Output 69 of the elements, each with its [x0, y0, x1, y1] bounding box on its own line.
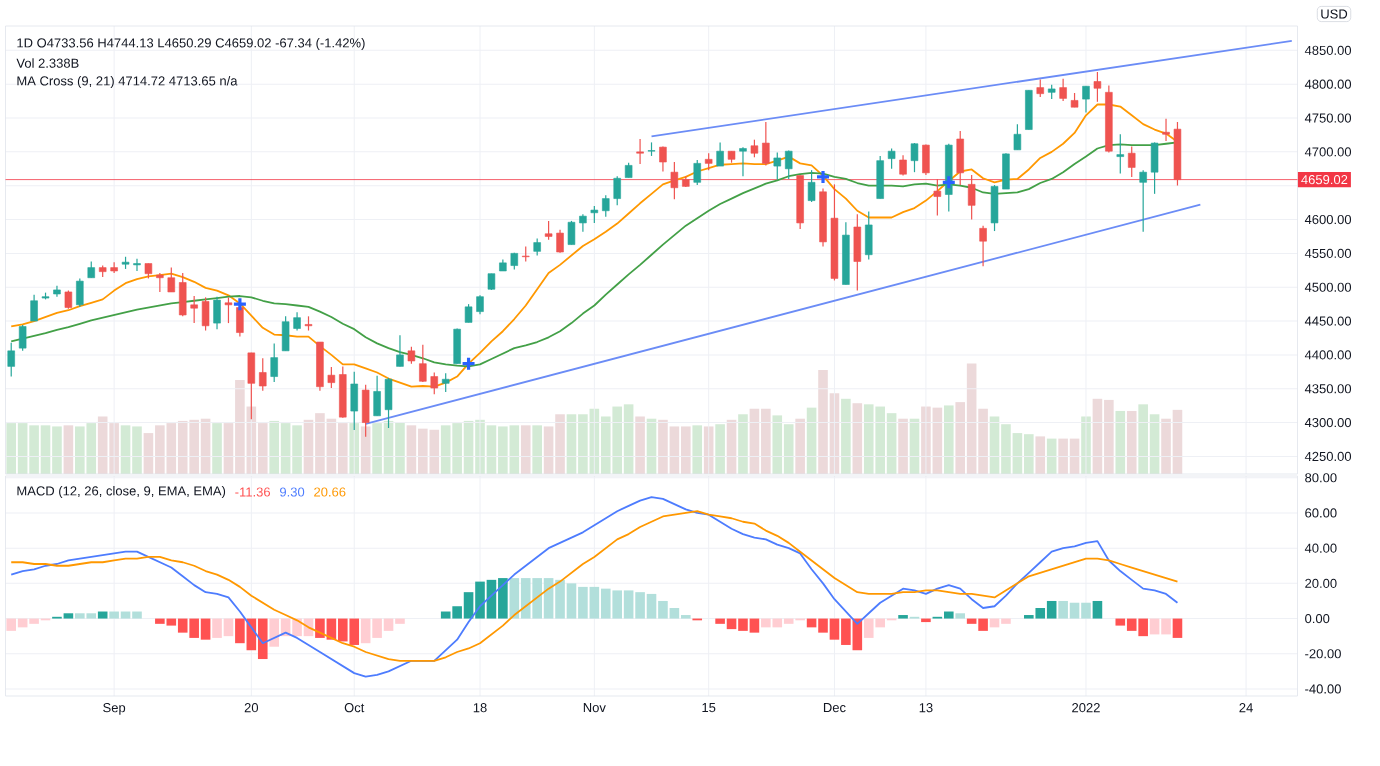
bar [520, 425, 531, 474]
candlestick [784, 149, 793, 180]
candlestick [1127, 145, 1136, 178]
bar [841, 398, 851, 474]
bar [795, 418, 805, 474]
candlestick [396, 334, 404, 367]
candlestick [224, 296, 233, 324]
candlestick [1139, 169, 1147, 233]
candlestick [1082, 85, 1090, 114]
bar [738, 414, 748, 474]
bar [852, 403, 863, 474]
candlestick [659, 145, 667, 173]
bar [898, 418, 908, 474]
candlestick [1013, 123, 1022, 151]
candlestick [1093, 71, 1102, 103]
bar [1172, 618, 1183, 638]
candlestick [796, 174, 804, 230]
candlestick [636, 138, 644, 165]
point [232, 296, 248, 312]
candlestick [1116, 133, 1125, 175]
candlestick [1150, 141, 1159, 195]
point [815, 169, 831, 185]
bar [955, 613, 966, 619]
candlestick [899, 154, 907, 177]
candlestick [213, 296, 221, 330]
candlestick [259, 357, 267, 392]
point [460, 356, 477, 372]
candlestick [1025, 89, 1033, 131]
candlestick [76, 277, 84, 308]
candlestick [979, 225, 987, 267]
bar [1115, 410, 1126, 474]
bar [532, 425, 542, 474]
candlestick [910, 142, 919, 173]
bar [715, 424, 725, 474]
candlestick [670, 161, 679, 200]
candlestick [762, 121, 770, 167]
candlestick [453, 327, 461, 365]
candlestick [693, 159, 701, 186]
bar [943, 405, 954, 474]
bar [212, 423, 222, 474]
candlestick [887, 147, 896, 170]
candlestick [716, 141, 724, 167]
bar [97, 611, 108, 619]
bar [1126, 410, 1137, 474]
candlestick [739, 146, 747, 177]
bar [635, 416, 645, 474]
candlestick [853, 213, 862, 292]
candlestick [30, 294, 38, 322]
bar [1035, 436, 1046, 474]
candlestick [1059, 78, 1067, 102]
candlestick [933, 178, 942, 217]
candlestick [922, 143, 930, 176]
candlestick [18, 324, 27, 352]
bar [349, 423, 360, 474]
candlestick [773, 151, 782, 181]
candlestick [956, 130, 964, 186]
bar [1092, 600, 1103, 619]
candlestick [270, 342, 278, 383]
candlestick [967, 174, 976, 221]
candlestick [807, 169, 816, 203]
candlestick [7, 342, 15, 378]
bar [692, 425, 703, 474]
candlestick [339, 365, 347, 419]
bar [63, 425, 74, 474]
point [941, 174, 957, 190]
candlestick [865, 210, 873, 261]
candlestick [876, 155, 884, 200]
candlestick [441, 372, 450, 393]
candlestick [201, 296, 210, 332]
